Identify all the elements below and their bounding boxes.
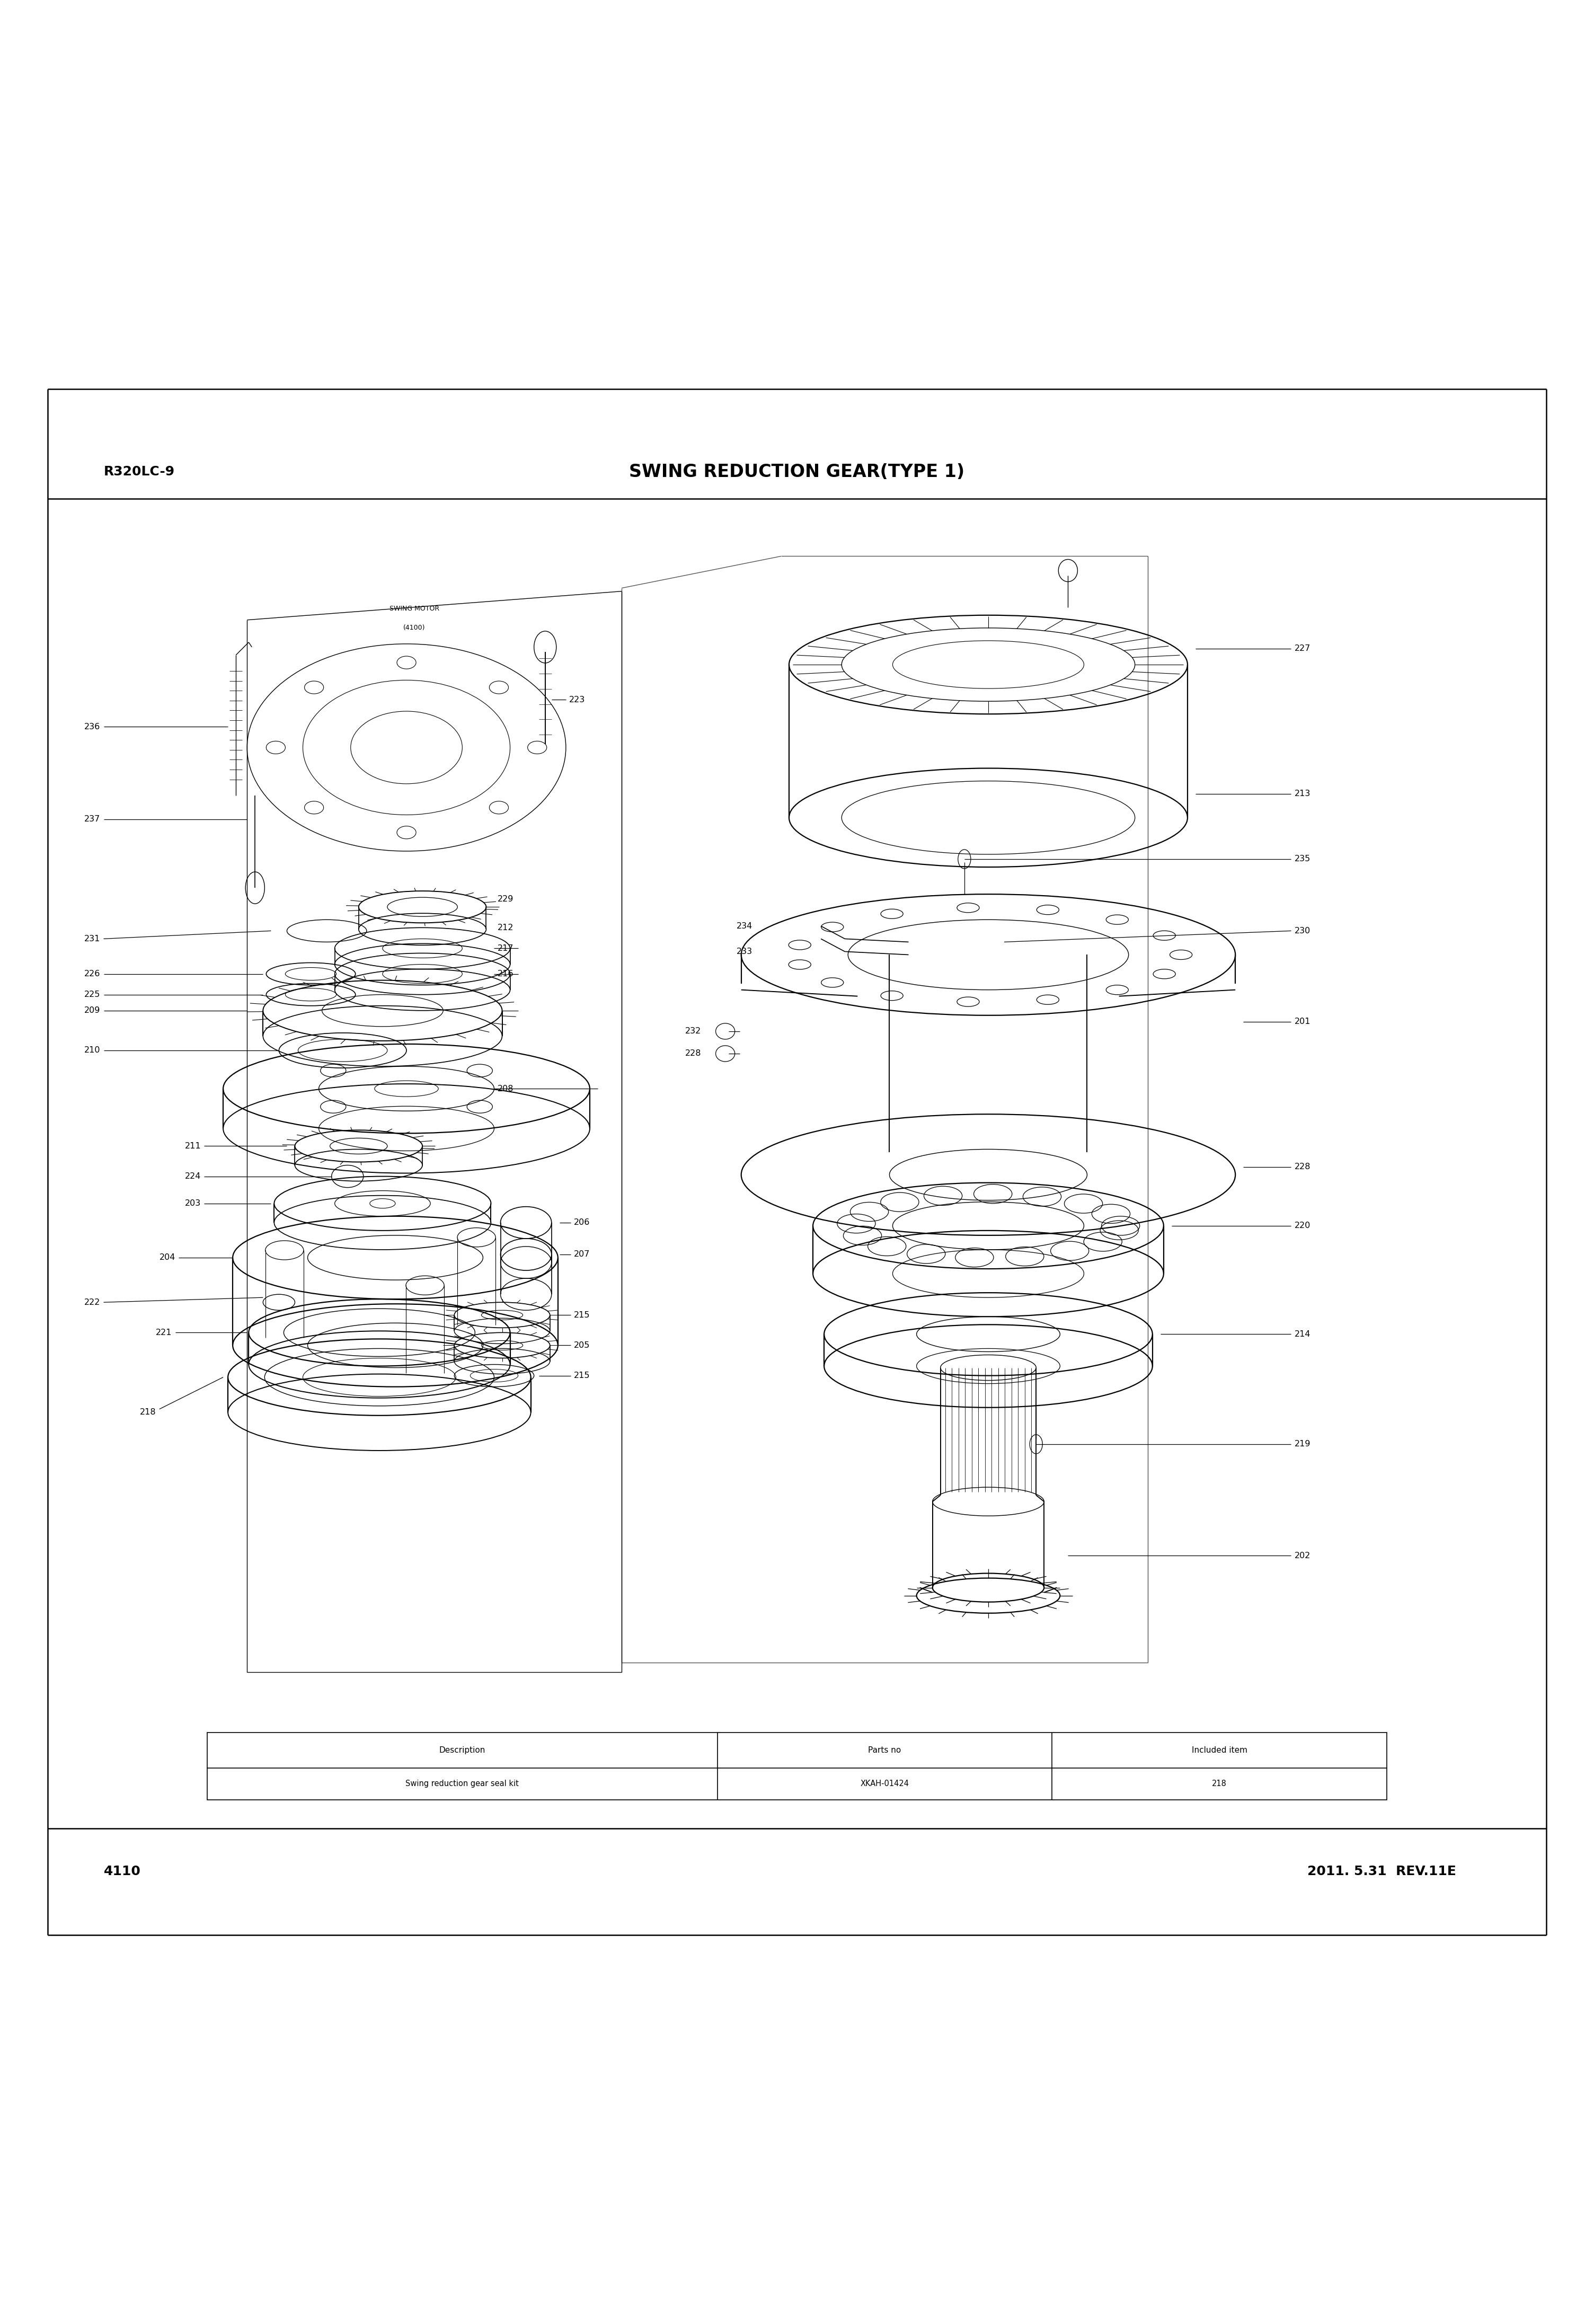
Text: 234: 234 — [736, 923, 752, 930]
Text: 221: 221 — [156, 1329, 172, 1336]
Text: (4100): (4100) — [403, 625, 426, 632]
Text: 222: 222 — [84, 1299, 100, 1306]
Text: 210: 210 — [84, 1046, 100, 1055]
Text: 2011. 5.31  REV.11E: 2011. 5.31 REV.11E — [1307, 1866, 1455, 1878]
Text: 209: 209 — [84, 1006, 100, 1016]
Text: 4110: 4110 — [104, 1866, 140, 1878]
Text: SWING REDUCTION GEAR(TYPE 1): SWING REDUCTION GEAR(TYPE 1) — [630, 462, 964, 481]
Text: 203: 203 — [185, 1199, 201, 1208]
Text: 217: 217 — [497, 944, 513, 953]
Text: 229: 229 — [497, 895, 513, 904]
Text: 213: 213 — [1294, 790, 1310, 797]
Text: 218: 218 — [1211, 1780, 1227, 1787]
Text: 214: 214 — [1294, 1329, 1310, 1339]
Text: 218: 218 — [140, 1408, 156, 1415]
Text: 204: 204 — [159, 1253, 175, 1262]
Text: 206: 206 — [574, 1218, 590, 1227]
Text: 220: 220 — [1294, 1222, 1310, 1229]
Text: 216: 216 — [497, 969, 513, 978]
Text: XKAH-01424: XKAH-01424 — [861, 1780, 909, 1787]
Text: 201: 201 — [1294, 1018, 1310, 1025]
Text: 228: 228 — [685, 1050, 701, 1057]
Text: Swing reduction gear seal kit: Swing reduction gear seal kit — [405, 1780, 520, 1787]
Text: 207: 207 — [574, 1250, 590, 1257]
Text: 230: 230 — [1294, 927, 1310, 934]
Text: 232: 232 — [685, 1027, 701, 1034]
Text: 224: 224 — [185, 1171, 201, 1181]
Text: 226: 226 — [84, 969, 100, 978]
Text: R320LC-9: R320LC-9 — [104, 465, 175, 479]
Text: 208: 208 — [497, 1085, 513, 1092]
Text: 235: 235 — [1294, 855, 1310, 862]
Text: 211: 211 — [185, 1141, 201, 1150]
Text: Parts no: Parts no — [869, 1745, 901, 1755]
Text: 219: 219 — [1294, 1441, 1310, 1448]
Text: 205: 205 — [574, 1341, 590, 1350]
Text: 202: 202 — [1294, 1552, 1310, 1559]
Text: 215: 215 — [574, 1311, 590, 1320]
Text: 228: 228 — [1294, 1162, 1310, 1171]
Text: 233: 233 — [736, 948, 752, 955]
Text: 223: 223 — [569, 695, 585, 704]
Text: 225: 225 — [84, 990, 100, 999]
Text: Included item: Included item — [1192, 1745, 1247, 1755]
Text: 236: 236 — [84, 723, 100, 730]
Text: 215: 215 — [574, 1371, 590, 1380]
Bar — [207, 1734, 1387, 1799]
Text: Description: Description — [438, 1745, 486, 1755]
Text: 227: 227 — [1294, 644, 1310, 653]
Text: 237: 237 — [84, 816, 100, 823]
Text: 212: 212 — [497, 923, 513, 932]
Text: 231: 231 — [84, 934, 100, 944]
Text: SWING MOTOR: SWING MOTOR — [389, 604, 440, 611]
